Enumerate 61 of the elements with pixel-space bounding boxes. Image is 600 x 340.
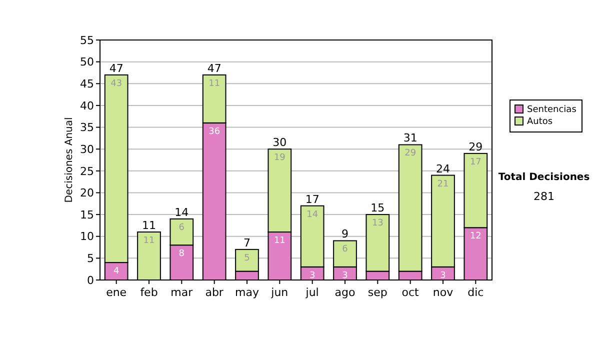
x-tick-label: sep xyxy=(368,286,388,299)
y-tick-label: 5 xyxy=(87,252,94,266)
data-label: 4 xyxy=(113,266,120,277)
y-tick-label: 45 xyxy=(80,77,94,90)
data-label: 3 xyxy=(342,270,348,281)
total-label: 14 xyxy=(174,206,189,219)
data-label: 14 xyxy=(306,210,318,220)
total-label: 9 xyxy=(342,228,348,241)
x-tick-label: abr xyxy=(205,286,224,299)
data-label: 11 xyxy=(143,236,155,246)
y-tick-label: 20 xyxy=(80,186,94,200)
data-label: 6 xyxy=(342,244,348,255)
data-label: 29 xyxy=(404,148,416,159)
text: 281 xyxy=(534,190,554,203)
x-tick-label: ago xyxy=(334,286,356,299)
x-tick-label: mar xyxy=(170,286,194,299)
y-tick-label: 10 xyxy=(80,230,94,244)
total-label: 11 xyxy=(142,219,156,232)
data-label: 21 xyxy=(437,179,449,190)
total-label: 7 xyxy=(244,236,250,250)
total-label: 47 xyxy=(109,62,124,75)
total-label: 17 xyxy=(305,192,320,206)
y-axis-title: Decisiones Anual xyxy=(64,117,75,203)
x-tick-label: nov xyxy=(432,286,454,299)
y-tick-label: 55 xyxy=(80,34,94,47)
x-tick-label: oct xyxy=(402,286,420,299)
total-label: 15 xyxy=(370,202,385,215)
data-label: 17 xyxy=(470,157,482,168)
total-label: 24 xyxy=(436,162,450,176)
data-label: 12 xyxy=(470,232,482,242)
y-tick-label: 25 xyxy=(80,164,94,178)
data-label: 43 xyxy=(110,78,122,89)
total-label: 29 xyxy=(468,140,483,154)
data-label: 19 xyxy=(274,153,286,164)
y-tick-label: 35 xyxy=(80,121,94,134)
total-label: 30 xyxy=(272,136,287,150)
y-tick-label: 15 xyxy=(80,208,94,222)
y-tick-label: 30 xyxy=(80,142,94,156)
total-label: 47 xyxy=(207,62,222,75)
legend-label: Autos xyxy=(527,117,553,127)
x-tick-label: jun xyxy=(270,286,288,299)
data-label: 8 xyxy=(178,249,185,260)
x-tick-label: feb xyxy=(140,286,158,299)
legend-label: Sentencias xyxy=(527,105,577,115)
data-label: 3 xyxy=(309,270,316,281)
data-label: 36 xyxy=(208,126,220,137)
data-label: 3 xyxy=(440,270,446,281)
data-label: 13 xyxy=(372,218,384,229)
data-label: 11 xyxy=(208,78,220,89)
data-label: 5 xyxy=(244,253,250,264)
text: Total Decisiones xyxy=(498,172,590,183)
data-label: 11 xyxy=(274,236,286,246)
x-tick-label: jul xyxy=(304,286,319,299)
y-tick-label: 50 xyxy=(80,56,94,69)
x-tick-label: ene xyxy=(106,286,127,299)
y-tick-label: 0 xyxy=(87,274,94,287)
total-label: 31 xyxy=(403,132,418,145)
data-label: 6 xyxy=(178,222,185,233)
x-tick-label: may xyxy=(235,286,260,299)
y-tick-label: 40 xyxy=(80,99,94,112)
x-tick-label: dic xyxy=(468,286,484,299)
